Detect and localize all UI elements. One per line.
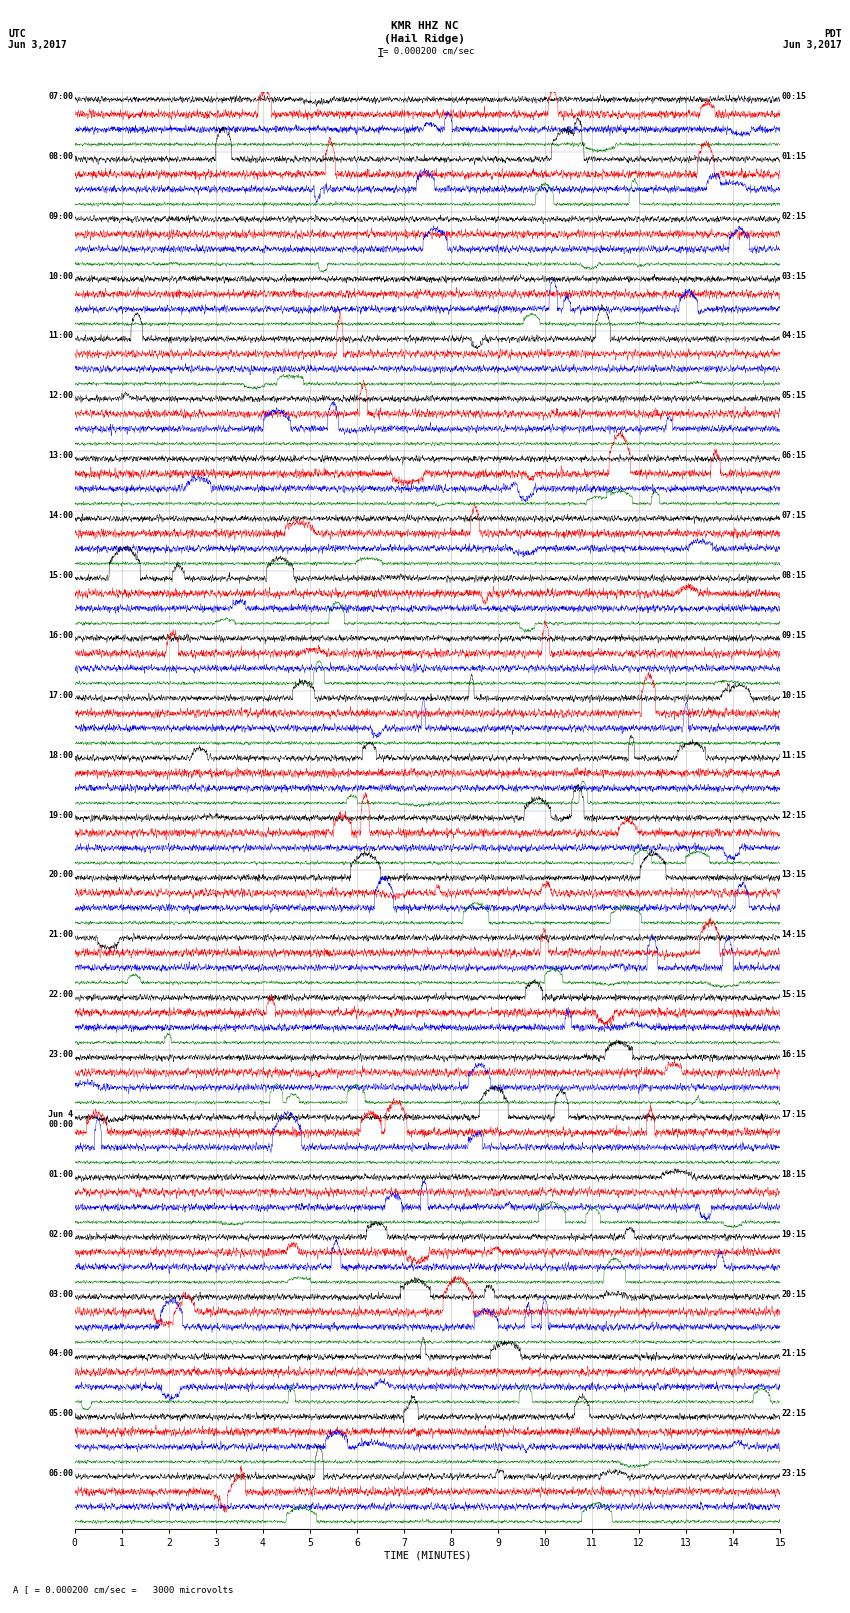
Text: 19:15: 19:15 xyxy=(782,1229,807,1239)
Text: 00:15: 00:15 xyxy=(782,92,807,102)
Text: 23:15: 23:15 xyxy=(782,1469,807,1478)
Text: 06:15: 06:15 xyxy=(782,452,807,460)
Text: 19:00: 19:00 xyxy=(48,811,73,819)
Text: 20:00: 20:00 xyxy=(48,871,73,879)
Text: 13:00: 13:00 xyxy=(48,452,73,460)
Text: 21:15: 21:15 xyxy=(782,1350,807,1358)
Text: 12:00: 12:00 xyxy=(48,392,73,400)
Text: 04:15: 04:15 xyxy=(782,332,807,340)
Text: 09:15: 09:15 xyxy=(782,631,807,640)
Text: 03:15: 03:15 xyxy=(782,271,807,281)
Text: 03:00: 03:00 xyxy=(48,1290,73,1298)
Text: 08:15: 08:15 xyxy=(782,571,807,581)
Text: PDT: PDT xyxy=(824,29,842,39)
Text: UTC: UTC xyxy=(8,29,26,39)
Text: 22:15: 22:15 xyxy=(782,1410,807,1418)
Text: KMR HHZ NC: KMR HHZ NC xyxy=(391,21,459,31)
Text: 02:15: 02:15 xyxy=(782,211,807,221)
Text: = 0.000200 cm/sec: = 0.000200 cm/sec xyxy=(383,47,474,56)
Text: 22:00: 22:00 xyxy=(48,990,73,998)
Text: 01:00: 01:00 xyxy=(48,1169,73,1179)
Text: 07:15: 07:15 xyxy=(782,511,807,519)
Text: 01:15: 01:15 xyxy=(782,152,807,161)
Text: 08:00: 08:00 xyxy=(48,152,73,161)
Text: 23:00: 23:00 xyxy=(48,1050,73,1060)
Text: 16:15: 16:15 xyxy=(782,1050,807,1060)
Text: 11:15: 11:15 xyxy=(782,750,807,760)
Text: Jun 3,2017: Jun 3,2017 xyxy=(783,40,842,50)
Text: 15:15: 15:15 xyxy=(782,990,807,998)
Text: 02:00: 02:00 xyxy=(48,1229,73,1239)
Text: 21:00: 21:00 xyxy=(48,931,73,939)
Text: 10:15: 10:15 xyxy=(782,690,807,700)
Text: Jun 4
00:00: Jun 4 00:00 xyxy=(48,1110,73,1129)
Text: 06:00: 06:00 xyxy=(48,1469,73,1478)
X-axis label: TIME (MINUTES): TIME (MINUTES) xyxy=(384,1552,471,1561)
Text: 12:15: 12:15 xyxy=(782,811,807,819)
Text: 16:00: 16:00 xyxy=(48,631,73,640)
Text: 15:00: 15:00 xyxy=(48,571,73,581)
Text: 14:00: 14:00 xyxy=(48,511,73,519)
Text: 14:15: 14:15 xyxy=(782,931,807,939)
Text: (Hail Ridge): (Hail Ridge) xyxy=(384,34,466,44)
Text: 05:15: 05:15 xyxy=(782,392,807,400)
Text: 09:00: 09:00 xyxy=(48,211,73,221)
Text: I: I xyxy=(377,47,384,60)
Text: 18:15: 18:15 xyxy=(782,1169,807,1179)
Text: 10:00: 10:00 xyxy=(48,271,73,281)
Text: 07:00: 07:00 xyxy=(48,92,73,102)
Text: 18:00: 18:00 xyxy=(48,750,73,760)
Text: 17:15: 17:15 xyxy=(782,1110,807,1119)
Text: A [ = 0.000200 cm/sec =   3000 microvolts: A [ = 0.000200 cm/sec = 3000 microvolts xyxy=(13,1584,233,1594)
Text: 04:00: 04:00 xyxy=(48,1350,73,1358)
Text: 13:15: 13:15 xyxy=(782,871,807,879)
Text: Jun 3,2017: Jun 3,2017 xyxy=(8,40,67,50)
Text: 17:00: 17:00 xyxy=(48,690,73,700)
Text: 05:00: 05:00 xyxy=(48,1410,73,1418)
Text: 20:15: 20:15 xyxy=(782,1290,807,1298)
Text: 11:00: 11:00 xyxy=(48,332,73,340)
